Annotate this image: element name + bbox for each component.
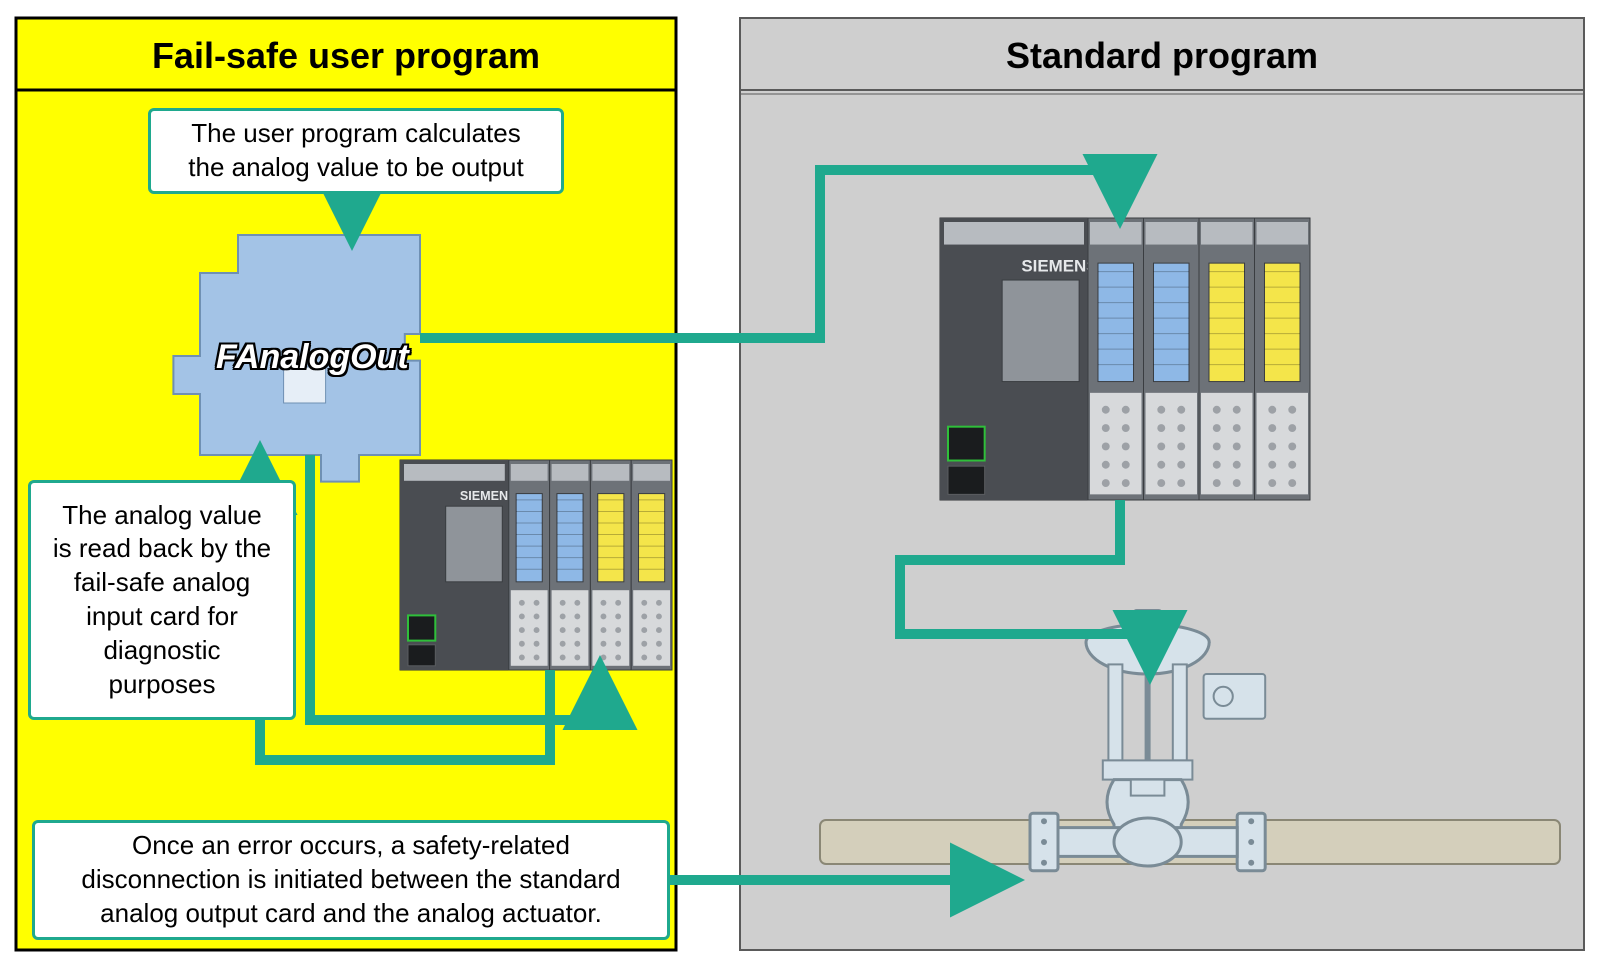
panel-right-title: Standard program: [1006, 35, 1318, 76]
callout-user-program-calculates: The user program calculatesthe analog va…: [148, 108, 564, 194]
svg-text:SIEMENS: SIEMENS: [460, 489, 517, 503]
callout-error-disconnection: Once an error occurs, a safety-relateddi…: [32, 820, 670, 940]
svg-text:SIEMENS: SIEMENS: [1021, 257, 1097, 276]
fanalogout-label: FAnalogOut: [216, 338, 409, 377]
callout-readback: The analog valueis read back by thefail-…: [28, 480, 296, 720]
plc-rack-left: SIEMENS: [400, 460, 672, 670]
panel-left-title: Fail-safe user program: [152, 35, 540, 76]
plc-rack-right: SIEMENS: [940, 218, 1310, 500]
diagram-stage: Fail-safe user program Standard program SI…: [0, 0, 1600, 970]
